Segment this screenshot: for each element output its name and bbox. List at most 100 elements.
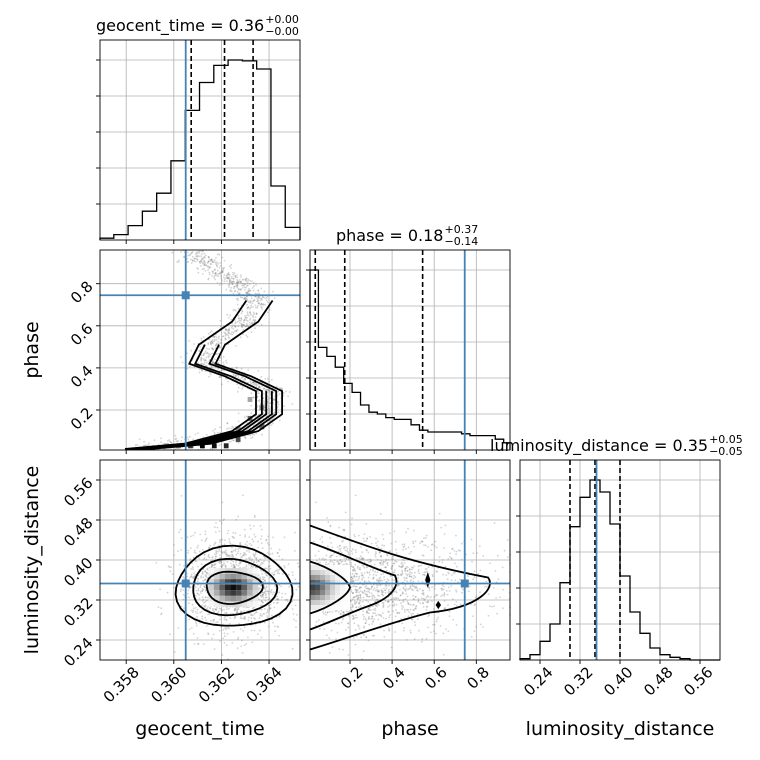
pair-geocent-time-vs-luminosity-distance-sample <box>220 543 223 546</box>
pair-geocent-time-vs-luminosity-distance-sample <box>201 588 204 590</box>
pair-phase-vs-luminosity-distance-sample <box>476 552 478 554</box>
pair-geocent-time-vs-phase-sample <box>220 277 222 280</box>
pair-geocent-time-vs-phase-sample <box>211 348 214 350</box>
pair-geocent-time-vs-luminosity-distance-sample <box>236 647 239 650</box>
pair-geocent-time-vs-phase-sample <box>191 260 194 262</box>
pair-phase-vs-luminosity-distance-sample <box>493 522 496 524</box>
pair-phase-vs-luminosity-distance-sample <box>362 618 365 620</box>
pair-geocent-time-vs-phase-sample <box>200 354 203 356</box>
pair-geocent-time-vs-luminosity-distance-sample <box>251 558 253 560</box>
pair-phase-vs-luminosity-distance-sample <box>374 604 377 607</box>
pair-phase-vs-luminosity-distance-sample <box>400 573 403 576</box>
pair-geocent-time-vs-luminosity-distance-sample <box>221 564 224 567</box>
pair-geocent-time-vs-luminosity-distance-sample <box>255 611 257 614</box>
pair-geocent-time-vs-phase-sample <box>223 278 226 281</box>
pair-phase-vs-luminosity-distance-sample <box>381 562 384 565</box>
pair-phase-vs-luminosity-distance-sample <box>378 614 381 616</box>
pair-geocent-time-vs-phase-sample <box>176 440 179 443</box>
pair-geocent-time-vs-luminosity-distance-sample <box>291 574 294 576</box>
pair-phase-vs-luminosity-distance-sample <box>317 619 320 622</box>
pair-geocent-time-vs-luminosity-distance-sample <box>194 607 197 609</box>
pair-geocent-time-vs-phase-sample <box>148 442 150 445</box>
pair-phase-vs-luminosity-distance-sample <box>385 587 388 589</box>
pair-geocent-time-vs-luminosity-distance-sample <box>267 610 269 613</box>
pair-geocent-time-vs-phase-sample <box>166 440 169 442</box>
pair-geocent-time-vs-luminosity-distance-sample <box>173 651 176 653</box>
pair-geocent-time-vs-phase-sample <box>222 335 225 338</box>
pair-phase-vs-luminosity-distance-sample <box>414 595 417 598</box>
pair-geocent-time-vs-phase-sample <box>235 274 238 277</box>
pair-geocent-time-vs-luminosity-distance-sample <box>188 628 191 631</box>
pair-geocent-time-vs-luminosity-distance-sample <box>281 572 284 575</box>
pair-phase-vs-luminosity-distance-sample <box>395 552 398 554</box>
pair-geocent-time-vs-phase-sample <box>281 387 283 390</box>
pair-geocent-time-vs-phase-sample <box>190 349 193 352</box>
pair-geocent-time-vs-luminosity-distance-sample <box>232 531 235 534</box>
pair-phase-vs-luminosity-distance-sample <box>422 594 425 596</box>
pair-phase-vs-luminosity-distance-sample <box>365 636 368 639</box>
pair-phase-vs-luminosity-distance-sample <box>378 589 380 592</box>
pair-geocent-time-vs-phase-sample <box>225 338 227 340</box>
pair-geocent-time-vs-luminosity-distance-sample <box>220 522 223 525</box>
pair-geocent-time-vs-luminosity-distance-sample <box>259 525 262 527</box>
pair-geocent-time-vs-phase-sample <box>248 318 251 321</box>
pair-geocent-time-vs-phase-sample <box>203 252 206 255</box>
pair-geocent-time-vs-luminosity-distance-sample <box>225 619 228 622</box>
pair-geocent-time-vs-luminosity-distance-sample <box>157 606 160 608</box>
pair-geocent-time-vs-luminosity-distance-sample <box>243 626 246 628</box>
pair-geocent-time-vs-luminosity-distance-sample <box>205 607 208 610</box>
pair-geocent-time-vs-phase-sample <box>221 270 224 272</box>
pair-geocent-time-vs-phase-sample <box>253 384 256 386</box>
pair-phase-vs-luminosity-distance-sample <box>473 604 476 607</box>
pair-geocent-time-vs-phase-sample <box>197 250 200 253</box>
pair-geocent-time-vs-phase-sample <box>260 306 263 309</box>
pair-geocent-time-vs-luminosity-distance-sample <box>293 550 296 552</box>
pair-phase-vs-luminosity-distance-sample <box>345 546 348 548</box>
pair-phase-vs-luminosity-distance-sample <box>389 614 391 616</box>
pair-geocent-time-vs-luminosity-distance-sample <box>171 573 174 575</box>
pair-geocent-time-vs-luminosity-distance-sample <box>283 536 286 539</box>
pair-geocent-time-vs-phase-sample <box>234 325 237 328</box>
pair-phase-vs-luminosity-distance-sample <box>506 539 509 541</box>
pair-geocent-time-vs-phase-sample <box>250 412 253 415</box>
pair-geocent-time-vs-phase-sample <box>259 299 262 302</box>
pair-phase-vs-luminosity-distance-sample <box>342 617 345 619</box>
pair-geocent-time-vs-phase-sample <box>231 283 234 286</box>
pair-geocent-time-vs-luminosity-distance-sample <box>203 605 206 607</box>
pair-phase-vs-luminosity-distance-sample <box>371 623 373 625</box>
pair-geocent-time-vs-luminosity-distance-sample <box>265 586 267 589</box>
pair-geocent-time-vs-luminosity-distance-sample <box>187 549 190 552</box>
pair-phase-vs-luminosity-distance-sample <box>405 639 408 641</box>
pair-geocent-time-vs-luminosity-distance-density-cell <box>247 584 253 591</box>
pair-geocent-time-vs-luminosity-distance-sample <box>245 564 248 566</box>
pair-geocent-time-vs-phase-sample <box>241 310 244 313</box>
pair-geocent-time-vs-luminosity-distance-sample <box>200 575 203 577</box>
xtick-label-geocent-time: 0.358 <box>100 663 143 706</box>
pair-geocent-time-vs-luminosity-distance-sample <box>264 572 266 575</box>
pair-geocent-time-vs-phase-sample <box>211 342 214 345</box>
pair-geocent-time-vs-phase-sample <box>216 265 219 268</box>
pair-geocent-time-vs-luminosity-distance-sample <box>278 548 281 551</box>
pair-phase-vs-luminosity-distance-sample <box>397 574 400 577</box>
pair-phase-vs-luminosity-distance-sample <box>387 579 390 582</box>
pair-geocent-time-vs-luminosity-distance-density-cell <box>241 573 248 580</box>
pair-geocent-time-vs-phase-sample <box>244 279 247 282</box>
pair-geocent-time-vs-phase-sample <box>206 262 209 264</box>
pair-phase-vs-luminosity-distance-sample <box>365 548 368 551</box>
pair-phase-vs-luminosity-distance-sample <box>482 555 485 557</box>
pair-phase-vs-luminosity-distance-sample <box>337 622 340 625</box>
pair-phase-vs-luminosity-distance-sample <box>391 565 394 567</box>
pair-geocent-time-vs-phase-sample <box>236 297 239 300</box>
pair-geocent-time-vs-phase-sample <box>252 381 254 384</box>
pair-geocent-time-vs-luminosity-distance-sample <box>218 541 221 544</box>
pair-geocent-time-vs-luminosity-distance-sample <box>277 598 280 601</box>
pair-geocent-time-vs-luminosity-distance-sample <box>240 645 243 648</box>
pair-geocent-time-vs-luminosity-distance-sample <box>204 596 207 599</box>
pair-geocent-time-vs-phase-sample <box>136 444 139 446</box>
pair-geocent-time-vs-phase-sample <box>215 274 218 277</box>
pair-phase-vs-luminosity-distance-sample <box>312 540 315 543</box>
pair-geocent-time-vs-luminosity-distance-sample <box>235 518 238 521</box>
pair-geocent-time-vs-phase-sample <box>239 289 242 291</box>
pair-geocent-time-vs-phase-sample <box>249 301 252 304</box>
pair-phase-vs-luminosity-distance-sample <box>412 580 414 583</box>
